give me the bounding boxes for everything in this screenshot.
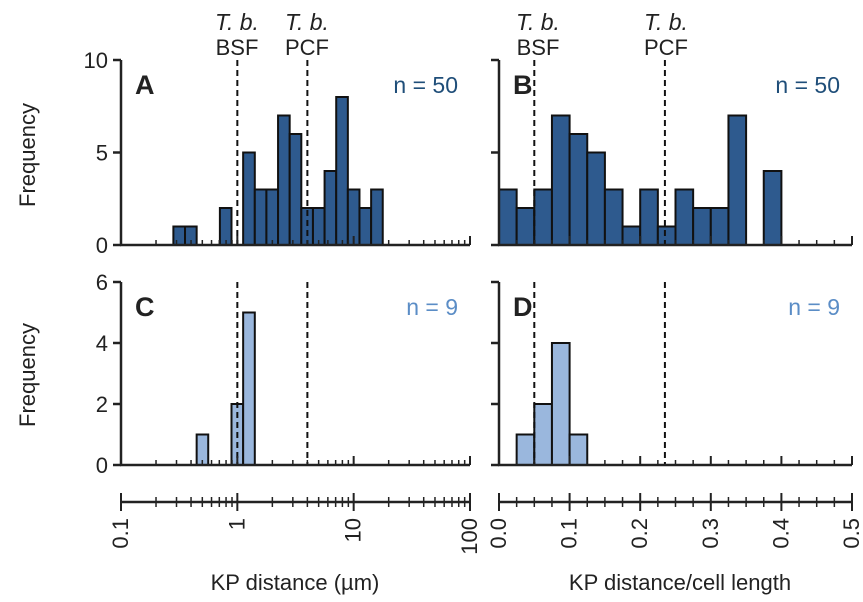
histogram-bar <box>288 133 303 246</box>
left-pcf-label-top: T. b. <box>285 9 329 35</box>
histogram-bar <box>550 114 571 246</box>
left-bsf-label-bottom: BSF <box>216 35 259 60</box>
histogram-bar <box>277 114 291 246</box>
histogram-bar <box>568 433 589 466</box>
panel-letter: D <box>513 292 533 322</box>
panel-a-histogram: 0 5 10 A n = 50 <box>84 48 471 258</box>
x-tick-label: 100 <box>457 518 482 555</box>
right-bsf-label-top: T. b. <box>516 9 560 35</box>
x-tick-label: 0.0 <box>486 518 511 549</box>
histogram-bar <box>515 433 536 466</box>
x-tick-label: 10 <box>341 518 366 542</box>
histogram-bar <box>335 96 349 246</box>
y-axis-label-bottom: Frequency <box>15 323 40 427</box>
x-axis-label-left: KP distance (µm) <box>211 570 380 595</box>
histogram-bar <box>568 133 589 246</box>
x-tick-label: 0.4 <box>768 518 793 549</box>
histogram-bar <box>172 225 187 246</box>
histogram-bar <box>311 207 326 246</box>
y-tick-label: 2 <box>96 392 108 417</box>
x-tick-label: 0.2 <box>627 518 652 549</box>
right-bsf-label-bottom: BSF <box>517 35 560 60</box>
x-tick-label: 1 <box>224 518 249 530</box>
x-tick-label: 0.5 <box>839 518 863 549</box>
x-axis-right: 0.0 0.1 0.2 0.3 0.4 0.5 <box>486 493 863 549</box>
histogram-bar <box>586 151 606 246</box>
y-tick-label: 5 <box>96 141 108 166</box>
x-axis-left: 0.1 1 10 100 <box>108 493 482 555</box>
y-tick-label: 4 <box>96 331 108 356</box>
histogram-bar <box>692 207 712 246</box>
histogram-bar <box>762 170 783 246</box>
panel-c-histogram: 0 2 4 6 C n = 9 <box>96 270 471 478</box>
histogram-bar <box>674 188 695 246</box>
histogram-bar <box>253 188 268 246</box>
histogram-bar <box>515 207 536 246</box>
n-label: n = 9 <box>788 294 840 320</box>
right-pcf-label-top: T. b. <box>644 9 688 35</box>
x-tick-label: 0.3 <box>698 518 723 549</box>
reference-labels: T. b. BSF T. b. PCF T. b. BSF T. b. PCF <box>215 9 688 60</box>
histogram-bar <box>533 403 553 466</box>
histogram-bar <box>265 188 280 246</box>
histogram-bar <box>358 207 373 246</box>
histogram-bar <box>242 311 256 466</box>
y-tick-label: 10 <box>84 48 108 73</box>
histogram-bar <box>323 170 338 246</box>
left-pcf-label-bottom: PCF <box>285 35 329 60</box>
y-tick-label: 6 <box>96 270 108 295</box>
n-label: n = 50 <box>775 72 840 98</box>
n-label: n = 9 <box>406 294 458 320</box>
histogram-bar <box>498 188 518 246</box>
histogram-bar <box>639 188 659 246</box>
x-axis-label-right: KP distance/cell length <box>569 570 791 595</box>
n-label: n = 50 <box>393 72 458 98</box>
histogram-bar <box>727 114 748 246</box>
histogram-bar <box>242 151 256 246</box>
histogram-bar <box>218 207 233 246</box>
panel-letter: B <box>513 70 533 100</box>
x-tick-label: 0.1 <box>108 518 133 549</box>
histogram-bar <box>656 225 677 246</box>
panel-letter: C <box>135 292 155 322</box>
left-bsf-label-top: T. b. <box>215 9 259 35</box>
y-tick-label: 0 <box>96 233 108 258</box>
y-axis-label-top: Frequency <box>15 103 40 207</box>
right-pcf-label-bottom: PCF <box>644 35 688 60</box>
histogram-bar <box>709 207 730 246</box>
histogram-bar <box>370 188 384 246</box>
histogram-bar <box>533 188 553 246</box>
histogram-bar <box>550 342 571 466</box>
panel-letter: A <box>135 70 155 100</box>
histogram-bar <box>603 188 624 246</box>
y-tick-label: 0 <box>96 453 108 478</box>
histogram-bar <box>621 225 642 246</box>
x-tick-label: 0.1 <box>557 518 582 549</box>
